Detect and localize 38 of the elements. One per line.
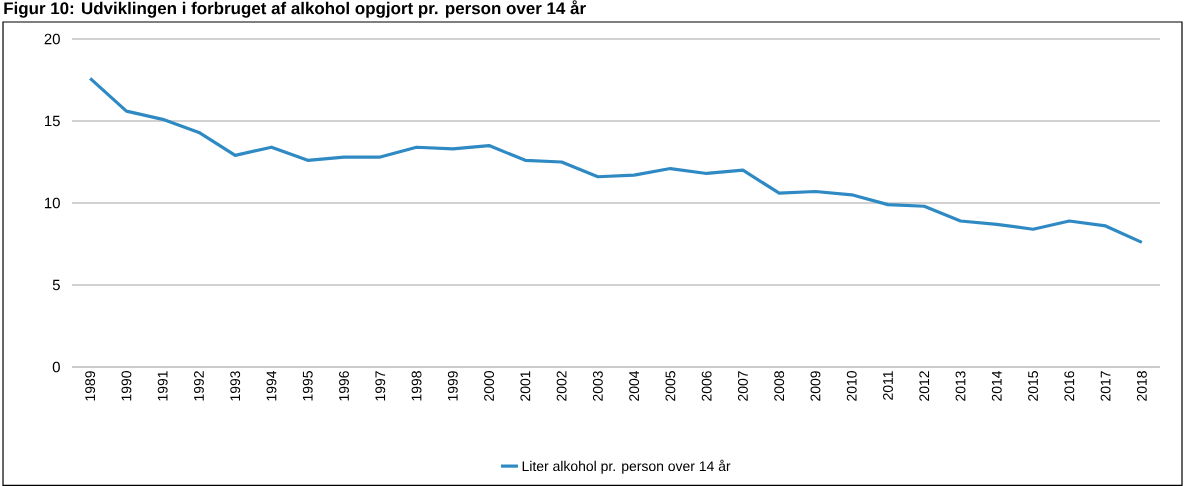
x-tick-label: 2008	[774, 371, 785, 401]
x-tick-label: 1995	[302, 371, 313, 401]
y-tick-label: 10	[45, 197, 60, 209]
x-tick-label: 1992	[193, 371, 204, 401]
x-tick-label: 2010	[846, 371, 857, 401]
x-tick-label: 2015	[1028, 371, 1038, 401]
chart-title: Figur 10: Udviklingen i forbruget af alkohol opgjort pr. person over 14 år	[4, 0, 586, 18]
x-tick-label: 2004	[629, 370, 640, 401]
x-tick-label: 1991	[157, 371, 168, 401]
y-tick-label: 15	[45, 115, 60, 127]
x-tick-label: 2003	[592, 371, 603, 401]
x-tick-label: 2011	[883, 371, 893, 400]
x-tick-label: 2016	[1064, 371, 1075, 401]
x-tick-label: 1997	[375, 371, 386, 401]
y-tick-label: 0	[52, 361, 60, 373]
legend-label: Liter alkohol pr. person over 14 år	[522, 459, 731, 474]
x-tick-label: 2001	[520, 371, 531, 401]
y-tick-label: 5	[52, 279, 60, 291]
x-tick-label: 2018	[1136, 371, 1147, 401]
x-tick-label: 1994	[266, 370, 277, 401]
x-tick-label: 2002	[556, 371, 567, 401]
x-tick-label: 2017	[1100, 371, 1111, 401]
x-tick-label: 1999	[447, 371, 458, 401]
y-tick-label: 20	[44, 33, 60, 45]
x-tick-label: 1993	[230, 371, 241, 401]
x-tick-label: 1998	[411, 371, 422, 401]
x-tick-label: 1996	[339, 371, 349, 401]
x-tick-label: 2006	[701, 371, 712, 401]
x-tick-label: 2007	[737, 371, 748, 401]
x-tick-label: 2005	[665, 371, 676, 401]
x-tick-label: 2013	[955, 371, 966, 401]
x-tick-label: 1990	[121, 371, 132, 401]
x-tick-label: 2000	[484, 371, 495, 401]
x-tick-label: 2014	[991, 370, 1002, 401]
x-tick-label: 1989	[85, 371, 96, 401]
line-series	[88, 76, 1144, 244]
x-tick-label: 2012	[919, 371, 930, 401]
x-tick-label: 2009	[810, 371, 821, 401]
